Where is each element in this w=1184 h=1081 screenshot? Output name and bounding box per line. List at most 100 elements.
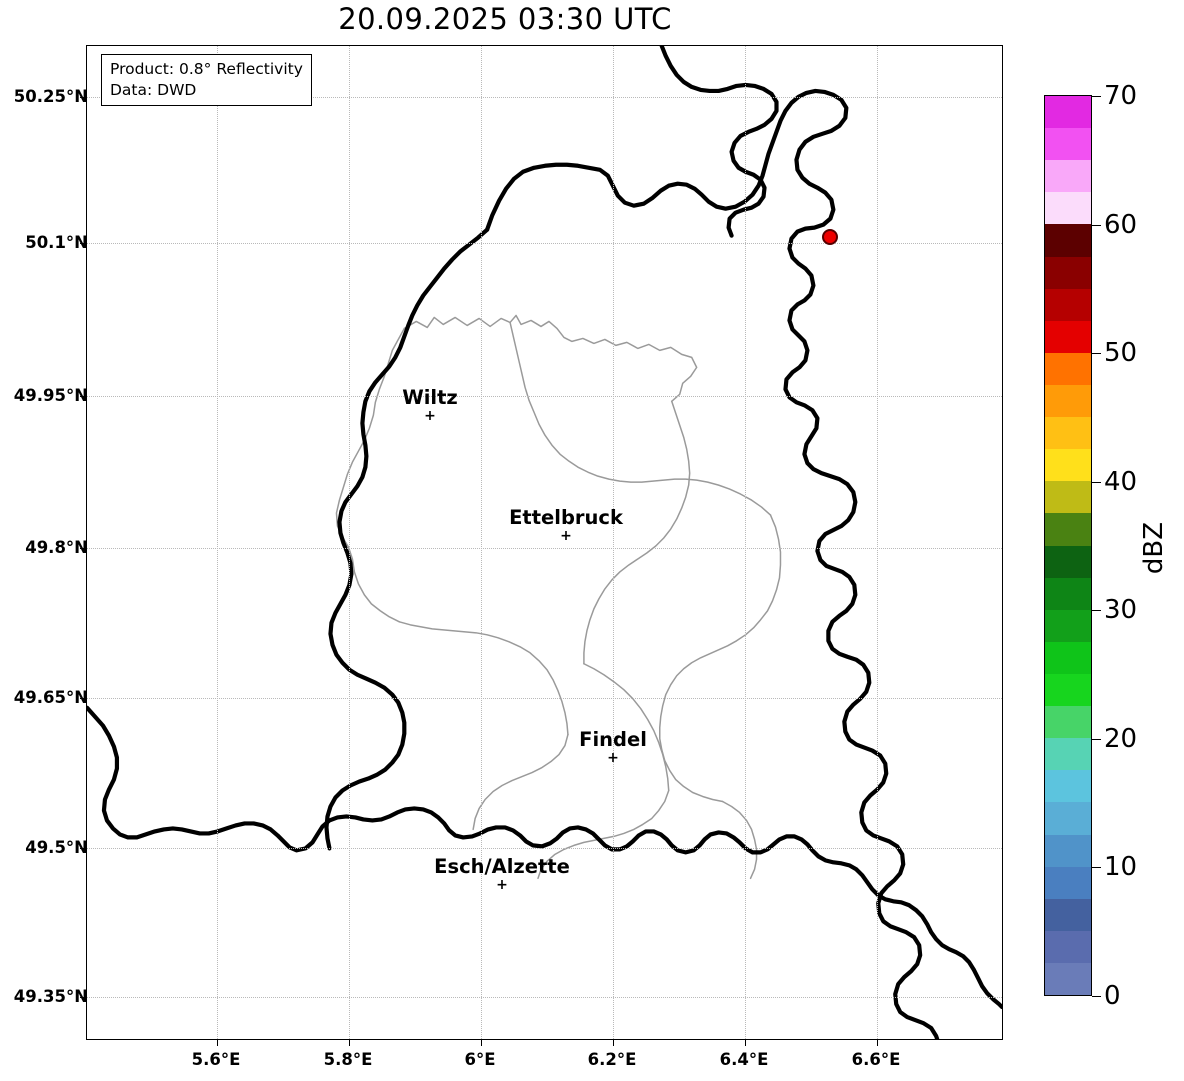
colorbar-tick-30 xyxy=(1092,610,1101,611)
colorbar-band-52.5-55 xyxy=(1045,288,1091,321)
colorbar-band-2.5-5 xyxy=(1045,930,1091,963)
colorbar-label-70: 70 xyxy=(1104,81,1138,111)
luxembourg-geometry xyxy=(87,46,1002,1039)
district-boundaries xyxy=(335,314,782,880)
city-marker: + xyxy=(496,877,508,893)
city-name: Findel xyxy=(579,728,647,751)
gridline-lon-6.6 xyxy=(877,46,878,1039)
colorbar-tick-0 xyxy=(1092,996,1101,997)
colorbar-label-50: 50 xyxy=(1104,338,1138,368)
y-tick-49.35 xyxy=(80,997,87,998)
gridline-lat-50.25 xyxy=(87,97,1002,98)
y-tick-label-50.1: 50.1°N xyxy=(25,233,88,252)
y-tick-50.25 xyxy=(80,97,87,98)
gridline-lat-49.65 xyxy=(87,698,1002,699)
colorbar-label-10: 10 xyxy=(1104,852,1138,882)
x-tick-label-5.8: 5.8°E xyxy=(323,1050,373,1069)
colorbar-band-40-42.5 xyxy=(1045,449,1091,482)
y-tick-49.95 xyxy=(80,396,87,397)
city-name: Ettelbruck xyxy=(509,506,623,529)
colorbar-band-67.5-70 xyxy=(1045,96,1091,129)
x-tick-label-5.6: 5.6°E xyxy=(191,1050,241,1069)
y-tick-49.5 xyxy=(80,848,87,849)
product-info-box: Product: 0.8° Reflectivity Data: DWD xyxy=(101,54,312,107)
colorbar-label-30: 30 xyxy=(1104,595,1138,625)
colorbar-band-37.5-40 xyxy=(1045,481,1091,514)
y-tick-label-49.8: 49.8°N xyxy=(25,538,88,557)
colorbar-band-17.5-20 xyxy=(1045,738,1091,771)
colorbar-tick-60 xyxy=(1092,225,1101,226)
product-line: Product: 0.8° Reflectivity xyxy=(110,60,303,78)
country-border-west xyxy=(324,227,490,851)
city-label-findel: Findel + xyxy=(579,728,647,765)
city-marker: + xyxy=(424,408,436,424)
colorbar-label-60: 60 xyxy=(1104,210,1138,240)
colorbar-band-55-57.5 xyxy=(1045,256,1091,289)
colorbar-band-20-22.5 xyxy=(1045,706,1091,739)
city-label-wiltz: Wiltz + xyxy=(402,386,458,424)
data-source-line: Data: DWD xyxy=(110,80,197,99)
colorbar-band-35-37.5 xyxy=(1045,513,1091,546)
y-tick-label-49.95: 49.95°N xyxy=(13,386,88,405)
colorbar-band-10-12.5 xyxy=(1045,834,1091,867)
colorbar-band-50-52.5 xyxy=(1045,320,1091,353)
colorbar-band-22.5-25 xyxy=(1045,673,1091,707)
gridline-lat-49.8 xyxy=(87,548,1002,549)
gridline-lon-6.2 xyxy=(613,46,614,1039)
radar-echo-marker[interactable] xyxy=(822,229,838,245)
radar-map-panel[interactable]: Wiltz + Ettelbruck + Findel + Esch/Alzet… xyxy=(80,45,1003,1046)
y-tick-50.1 xyxy=(80,243,87,244)
x-tick-6 xyxy=(481,1039,482,1046)
map-clip: Wiltz + Ettelbruck + Findel + Esch/Alzet… xyxy=(87,46,1002,1039)
colorbar-band-32.5-35 xyxy=(1045,545,1091,578)
y-tick-label-49.5: 49.5°N xyxy=(25,838,88,857)
y-tick-49.65 xyxy=(80,698,87,699)
gridline-lat-49.5 xyxy=(87,848,1002,849)
y-tick-label-50.25: 50.25°N xyxy=(13,87,88,106)
x-tick-label-6.6: 6.6°E xyxy=(851,1050,901,1069)
colorbar-band-5-7.5 xyxy=(1045,898,1091,931)
colorbar-tick-10 xyxy=(1092,867,1101,868)
x-tick-label-6: 6°E xyxy=(464,1050,496,1069)
colorbar-band-42.5-45 xyxy=(1045,417,1091,450)
colorbar-band-15-17.5 xyxy=(1045,770,1091,803)
colorbar-band-7.5-10 xyxy=(1045,866,1091,899)
colorbar-tick-70 xyxy=(1092,96,1101,97)
gridline-lon-5.8 xyxy=(349,46,350,1039)
x-tick-6.2 xyxy=(613,1039,614,1046)
colorbar-band-62.5-65 xyxy=(1045,160,1091,193)
colorbar-tick-40 xyxy=(1092,482,1101,483)
colorbar-band-60-62.5 xyxy=(1045,192,1091,225)
y-tick-49.8 xyxy=(80,548,87,549)
x-tick-5.6 xyxy=(217,1039,218,1046)
city-name: Wiltz xyxy=(402,386,458,409)
colorbar-band-0-2.5 xyxy=(1045,962,1091,996)
x-tick-6.4 xyxy=(745,1039,746,1046)
colorbar-label-40: 40 xyxy=(1104,467,1138,497)
colorbar-band-27.5-30 xyxy=(1045,609,1091,642)
colorbar-label-0: 0 xyxy=(1104,981,1121,1011)
colorbar-bands xyxy=(1045,96,1091,996)
city-name: Esch/Alzette xyxy=(434,855,570,878)
x-tick-5.8 xyxy=(349,1039,350,1046)
reflectivity-colorbar[interactable] xyxy=(1044,95,1092,996)
colorbar-label-20: 20 xyxy=(1104,724,1138,754)
colorbar-band-65-67.5 xyxy=(1045,128,1091,161)
city-label-ettelbruck: Ettelbruck + xyxy=(509,506,623,544)
colorbar-tick-50 xyxy=(1092,353,1101,354)
colorbar-band-30-32.5 xyxy=(1045,577,1091,610)
colorbar-band-25-27.5 xyxy=(1045,641,1091,674)
foreign-border-southwest xyxy=(87,705,1002,1010)
foreign-border-northeast xyxy=(659,46,779,238)
x-tick-label-6.4: 6.4°E xyxy=(719,1050,769,1069)
gridline-lon-5.6 xyxy=(217,46,218,1039)
colorbar-axis-title: dBZ xyxy=(1139,521,1169,575)
colorbar-band-12.5-15 xyxy=(1045,802,1091,835)
y-tick-label-49.65: 49.65°N xyxy=(13,688,88,707)
colorbar-band-47.5-50 xyxy=(1045,352,1091,385)
gridline-lat-49.95 xyxy=(87,396,1002,397)
gridline-lat-50.1 xyxy=(87,243,1002,244)
city-marker: + xyxy=(560,528,572,544)
colorbar-band-57.5-60 xyxy=(1045,224,1091,257)
page-title: 20.09.2025 03:30 UTC xyxy=(338,2,672,36)
